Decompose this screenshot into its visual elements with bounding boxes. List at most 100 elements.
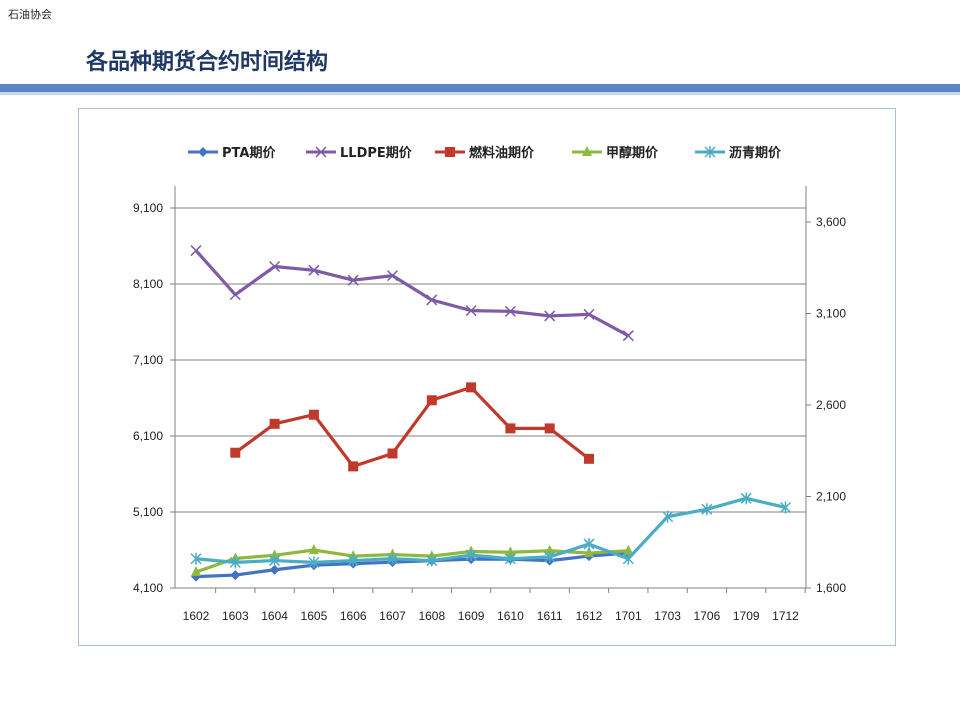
x-tick-label: 1604 (261, 609, 288, 623)
data-point (347, 554, 359, 567)
data-point (465, 549, 477, 562)
data-point (308, 409, 319, 420)
data-point (544, 310, 556, 322)
data-point (465, 305, 477, 317)
legend-label: LLDPE期价 (340, 146, 413, 161)
data-point (622, 330, 634, 342)
x-tick-label: 1605 (301, 609, 328, 623)
series-line (195, 551, 629, 579)
data-point (386, 270, 399, 282)
series-2 (230, 382, 594, 472)
x-tick-label: 1712 (772, 609, 799, 623)
data-point (230, 570, 241, 581)
data-point (466, 382, 477, 393)
x-tick-label: 1706 (694, 609, 721, 623)
data-point (308, 264, 320, 276)
series-line (234, 385, 590, 468)
title-rule (0, 84, 960, 92)
x-tick-label: 1608 (418, 609, 445, 623)
data-point (583, 538, 595, 551)
series-4 (190, 492, 792, 569)
data-point (269, 564, 280, 575)
legend-marker (198, 147, 208, 157)
x-tick-label: 1606 (340, 609, 367, 623)
left-tick-label: 8,100 (133, 277, 163, 291)
page-title: 各品种期货合约时间结构 (86, 50, 329, 75)
legend-marker (315, 146, 327, 158)
left-tick-label: 5,100 (133, 505, 163, 519)
data-point (544, 544, 555, 555)
data-point (779, 501, 792, 514)
left-tick-label: 6,100 (133, 429, 163, 443)
data-point (544, 550, 556, 563)
data-point (584, 453, 594, 464)
data-point (426, 395, 437, 406)
data-point (740, 492, 752, 505)
legend-marker (445, 147, 455, 157)
legend-marker (704, 146, 716, 158)
data-point (386, 552, 399, 565)
x-tick-label: 1602 (183, 609, 210, 623)
right-tick-label: 2,600 (816, 398, 846, 412)
right-tick-label: 3,600 (816, 215, 846, 229)
data-point (229, 556, 241, 569)
x-tick-label: 1701 (615, 609, 642, 623)
data-point (308, 556, 320, 569)
left-tick-label: 9,100 (133, 201, 163, 215)
x-tick-label: 1709 (733, 609, 760, 623)
right-tick-label: 2,100 (816, 490, 846, 504)
data-point (230, 447, 241, 458)
legend-label: 燃料油期价 (469, 145, 535, 161)
series-line (194, 249, 630, 338)
legend-item: 燃料油期价 (435, 145, 535, 161)
data-point (583, 308, 595, 320)
legend-marker (582, 146, 592, 156)
data-point (623, 544, 634, 555)
legend-label: 甲醇期价 (606, 145, 659, 161)
data-point (229, 289, 241, 301)
data-point (190, 245, 202, 257)
x-tick-label: 1609 (458, 609, 485, 623)
data-point (269, 418, 280, 429)
series-line (195, 548, 629, 574)
legend-item: 甲醇期价 (572, 145, 659, 161)
data-point (426, 554, 438, 567)
data-point (387, 448, 398, 459)
data-point (347, 274, 359, 286)
legend-item: PTA期价 (188, 146, 276, 161)
data-point (701, 503, 713, 516)
data-point (544, 423, 555, 434)
legend-label: PTA期价 (222, 146, 276, 161)
data-point (190, 552, 202, 565)
right-tick-label: 1,600 (816, 581, 846, 595)
legend-label: 沥青期价 (729, 145, 782, 161)
x-tick-label: 1611 (537, 609, 563, 623)
data-point (505, 423, 516, 434)
x-tick-label: 1610 (497, 609, 524, 623)
data-point (269, 260, 281, 273)
left-tick-label: 7,100 (133, 353, 163, 367)
data-point (504, 305, 516, 317)
series-line (195, 496, 786, 564)
x-tick-label: 1607 (379, 609, 406, 623)
right-tick-label: 3,100 (816, 307, 846, 321)
data-point (348, 461, 359, 472)
data-point (662, 510, 674, 523)
data-point (584, 547, 594, 558)
data-point (191, 566, 201, 577)
x-tick-label: 1703 (654, 609, 681, 623)
series-1 (190, 245, 634, 342)
data-point (426, 294, 438, 306)
data-point (308, 544, 319, 554)
data-point (269, 549, 280, 560)
org-name: 石油协会 (8, 8, 52, 21)
legend-item: 沥青期价 (695, 145, 782, 161)
left-tick-label: 4,100 (133, 581, 163, 595)
data-point (622, 552, 634, 565)
data-point (269, 554, 281, 567)
data-point (505, 546, 516, 557)
data-point (504, 552, 516, 565)
title-rule-shadow (0, 92, 960, 95)
x-tick-label: 1612 (576, 609, 603, 623)
